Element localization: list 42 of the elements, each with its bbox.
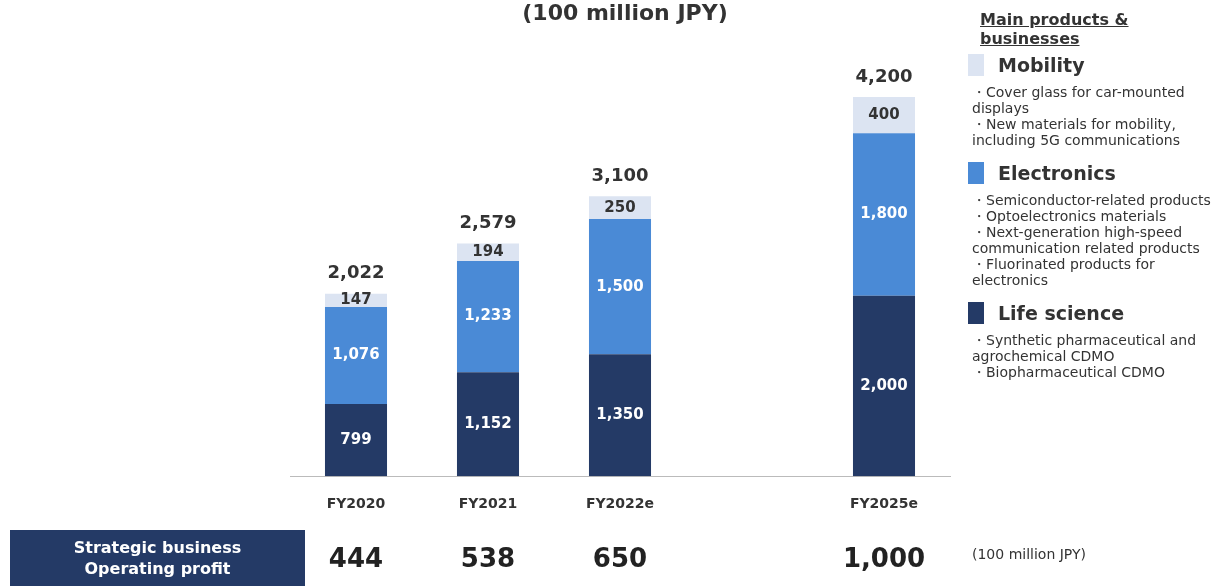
data-label: 147 [340,290,372,309]
total-label: 2,579 [459,211,517,233]
bar [588,354,652,477]
text: 538 [459,542,517,575]
data-label: 1,350 [596,405,644,424]
text: 1,000 [841,542,927,575]
total-label: 3,100 [591,164,649,186]
legend-label: Life science [998,302,1125,324]
text: 650 [591,542,649,575]
data-label: 2,000 [860,375,908,394]
data-label: 194 [472,242,504,261]
data-label: 1,233 [464,306,512,325]
bar [456,372,520,477]
bar [588,218,652,355]
bar [456,260,520,373]
legend-label: Electronics [998,162,1116,184]
x-tick-label: FY2025e [849,495,919,512]
text: ・Synthetic pharmaceutical and agrochemical CDMO ・Biopharmaceutical CDMO [971,332,1198,380]
legend-title: Main products & businesses [980,10,1130,48]
data-label: 799 [340,430,372,449]
data-label: 1,152 [464,414,512,433]
text: Strategic business Operating profit [10,530,305,586]
bar [852,133,916,296]
total-label: 2,022 [327,261,385,283]
bar [324,306,388,405]
text: 444 [327,542,385,575]
x-tick-label: FY2022e [585,495,655,512]
data-label: 250 [604,197,636,216]
text: (100 million JPY) [972,546,1086,562]
bar [324,404,388,477]
text: ・Semiconductor-related products ・Optoelectronics materials ・Next-generation high-speed communication related products ・Fluorinated products for electronics [971,192,1212,288]
bar [852,295,916,477]
data-label: 1,800 [860,204,908,223]
data-label: 1,500 [596,276,644,295]
text: ・Cover glass for car-mounted displays ・New materials for mobility, including 5G communications [971,84,1186,148]
legend-label: Mobility [998,54,1085,76]
data-label: 1,076 [332,345,380,364]
chart-title: (100 million JPY) [521,0,729,25]
total-label: 4,200 [855,64,913,86]
data-label: 400 [868,105,900,124]
x-tick-label: FY2020 [326,495,386,512]
x-tick-label: FY2021 [458,495,518,512]
